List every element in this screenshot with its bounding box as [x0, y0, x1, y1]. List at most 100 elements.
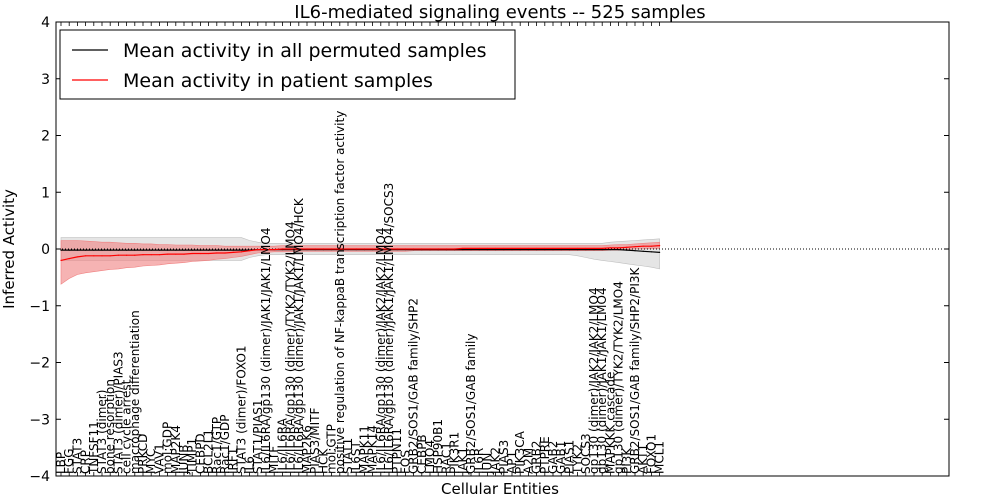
x-tick-label: GRB2 [530, 440, 544, 474]
point-series-1 [429, 248, 431, 250]
point-series-1 [445, 248, 447, 250]
x-tick-label: PIAS3/MITF [308, 407, 322, 474]
point-series-1 [372, 248, 374, 250]
x-tick-label: PTPN11 [390, 428, 404, 474]
point-series-1 [659, 244, 661, 247]
point-series-0 [585, 248, 587, 251]
point-series-0 [544, 248, 546, 251]
point-series-1 [257, 248, 259, 251]
point-series-1 [314, 248, 316, 250]
point-series-1 [363, 248, 365, 250]
x-tick-label: IL6 [243, 456, 257, 474]
plot-area [56, 237, 949, 285]
point-series-0 [478, 248, 480, 251]
point-series-1 [355, 248, 357, 250]
point-series-1 [552, 247, 554, 250]
point-series-0 [462, 248, 464, 251]
point-series-1 [618, 247, 620, 249]
point-series-0 [503, 248, 505, 251]
x-tick-label: MAPKKK cascade [603, 372, 617, 474]
point-series-1 [93, 255, 95, 257]
point-series-1 [142, 254, 144, 256]
point-series-0 [167, 249, 169, 251]
y-tick-label: −1 [29, 299, 50, 315]
point-series-1 [421, 248, 423, 250]
point-series-0 [183, 249, 185, 251]
x-tick-label: CRP [79, 450, 93, 474]
point-series-0 [470, 248, 472, 251]
x-tick-label: IL6/IL6RA/gp130 (dimer)/JAK1/JAK1/LMO4/H… [292, 197, 306, 474]
x-tick-label: IL6/IL6RA/gp130 (dimer)/TYK2/TYK2/LMO4 [284, 221, 298, 474]
point-series-1 [536, 247, 538, 250]
x-tick-label: MAP2K4 [169, 425, 183, 474]
point-series-0 [511, 248, 513, 251]
x-tick-label: IL6/IL6RA [275, 417, 289, 474]
x-tick-label: PIK3R1 [448, 432, 462, 474]
x-tick-label: GAB1 [554, 441, 568, 474]
point-series-1 [224, 252, 226, 254]
point-series-1 [642, 245, 644, 247]
x-tick-label: FOS [398, 450, 412, 474]
y-tick-label: 0 [41, 242, 50, 258]
x-tick-label: MAP2K6 [300, 425, 314, 474]
x-tick-label: IL6ST [349, 441, 363, 474]
line-series-1 [60, 245, 660, 261]
point-series-1 [339, 248, 341, 250]
point-series-1 [380, 248, 382, 250]
point-series-0 [527, 248, 530, 251]
x-tick-label: MITF [267, 446, 281, 474]
point-series-0 [552, 248, 554, 251]
point-series-0 [240, 249, 242, 251]
point-series-0 [216, 249, 218, 251]
point-series-0 [191, 249, 193, 251]
point-series-1 [117, 254, 119, 256]
point-series-1 [126, 254, 128, 256]
point-series-0 [117, 249, 119, 251]
x-tick-label: AP1 [505, 451, 519, 474]
point-series-0 [109, 249, 111, 251]
point-series-1 [290, 248, 292, 250]
point-series-1 [396, 248, 398, 250]
point-series-1 [101, 255, 103, 257]
point-series-1 [585, 247, 587, 250]
point-series-1 [388, 248, 390, 250]
x-tick-label: TNFSF11 [87, 421, 101, 475]
y-axis: −4 −3 −2 −1 0 1 2 3 4 [29, 15, 949, 485]
point-series-1 [347, 248, 349, 250]
x-tick-label: IL6/IL6RA/gp130 (dimer)/JAK1/JAK1/LMO4/S… [382, 183, 396, 474]
point-series-0 [659, 251, 661, 254]
point-series-0 [618, 248, 620, 251]
legend-label-permuted: Mean activity in all permuted samples [123, 40, 486, 62]
point-series-0 [150, 249, 152, 251]
x-tick-label: mol:GTP [325, 424, 339, 474]
point-series-0 [609, 248, 612, 251]
point-series-0 [560, 248, 562, 251]
point-series-0 [626, 249, 628, 251]
x-tick-label: JUNB [177, 444, 191, 475]
point-series-0 [495, 248, 497, 251]
point-series-1 [134, 254, 136, 256]
x-tick-label: cell cycle arrest [120, 379, 134, 474]
y-tick-label: 3 [41, 72, 50, 88]
x-tick-label: mol:GDP [161, 422, 175, 474]
point-series-0 [601, 248, 603, 251]
point-series-0 [199, 249, 201, 251]
point-series-1 [650, 245, 653, 247]
point-series-0 [60, 249, 62, 251]
x-tick-label: CEBPB [415, 434, 429, 474]
point-series-0 [577, 248, 579, 251]
point-series-1 [568, 247, 571, 250]
point-series-0 [650, 251, 653, 253]
point-series-0 [76, 249, 78, 251]
x-tick-label: gp130 (dimer)/JAK2/JAK2/LMO4 [587, 287, 601, 474]
x-tick-label: IRF1 [226, 448, 240, 474]
x-tick-label: LMO4 [423, 440, 437, 474]
point-series-0 [85, 249, 87, 251]
x-tick-label: CEBPD [193, 433, 207, 474]
point-series-1 [208, 252, 210, 255]
point-series-1 [175, 253, 177, 255]
point-series-0 [224, 249, 226, 251]
x-tick-label: MAPK11 [357, 425, 371, 474]
x-tick-label: AKT1 [636, 444, 650, 474]
point-series-1 [577, 247, 579, 250]
